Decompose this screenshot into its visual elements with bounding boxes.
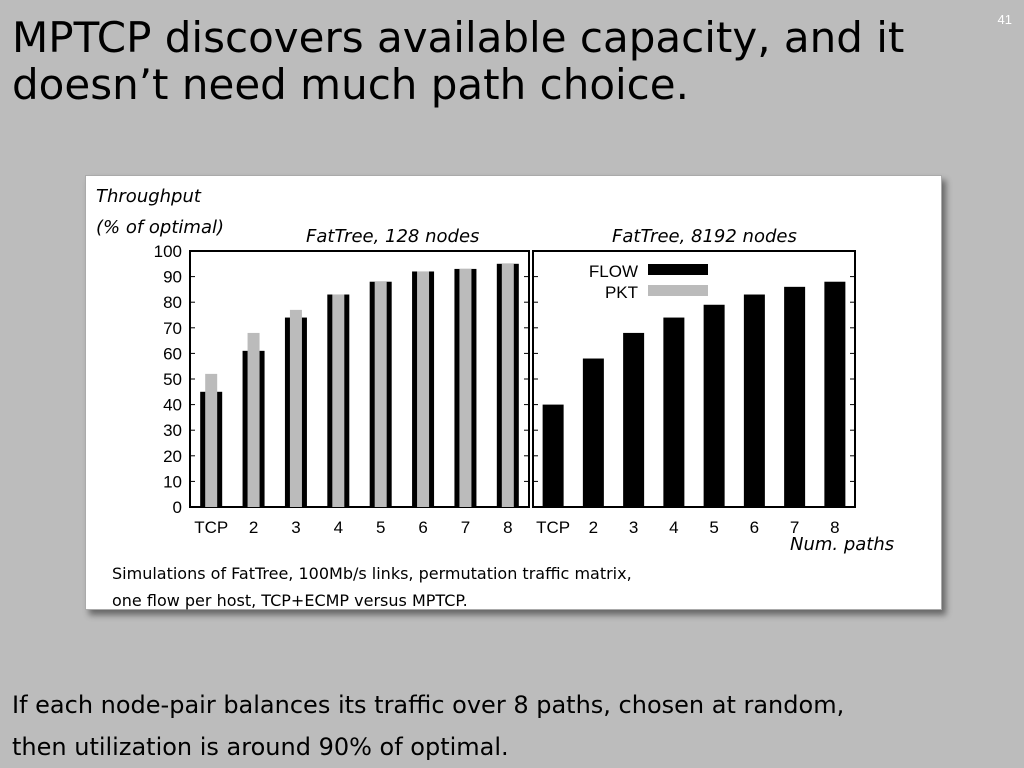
slide-number: 41 (997, 12, 1012, 27)
x-tick-label-1-4: 5 (709, 518, 718, 537)
y-tick-label-90: 90 (163, 268, 182, 287)
bar-flow-right-5 (743, 294, 765, 507)
y-tick-label-10: 10 (163, 472, 182, 491)
footer-line-2: then utilization is around 90% of optima… (12, 733, 509, 761)
y-tick-label-40: 40 (163, 396, 182, 415)
x-tick-label-1-6: 7 (790, 518, 799, 537)
y-tick-label-80: 80 (163, 293, 182, 312)
chart-title-right: FatTree, 8192 nodes (612, 226, 797, 247)
y-axis-label-line2: (% of optimal) (96, 217, 224, 238)
y-tick-label-70: 70 (163, 319, 182, 338)
x-tick-label-1-0: TCP (536, 518, 570, 537)
y-tick-label-50: 50 (163, 370, 182, 389)
x-tick-label-1-2: 3 (629, 518, 638, 537)
bar-pkt-left-7 (501, 263, 514, 507)
x-tick-label-1-7: 8 (830, 518, 839, 537)
x-axis-label: Num. paths (790, 534, 894, 555)
y-tick-label-60: 60 (163, 344, 182, 363)
y-axis-label-line1: Throughput (96, 186, 202, 207)
bar-pkt-left-5 (417, 271, 430, 507)
slide-title: MPTCP discovers available capacity, and … (12, 13, 905, 109)
caption-line-1: Simulations of FatTree, 100Mb/s links, p… (112, 564, 632, 583)
chart-title-left: FatTree, 128 nodes (306, 226, 479, 247)
bar-pkt-left-1 (247, 332, 260, 507)
legend-swatch-flow (648, 264, 708, 275)
chart-figure: Throughput (% of optimal) FatTree, 128 n… (85, 175, 942, 610)
x-tick-label-0-6: 7 (461, 518, 470, 537)
x-tick-label-0-5: 6 (418, 518, 427, 537)
x-tick-label-0-4: 5 (376, 518, 385, 537)
bar-flow-right-7 (824, 281, 846, 507)
y-tick-label-30: 30 (163, 421, 182, 440)
y-tick-label-20: 20 (163, 447, 182, 466)
footer-line-1: If each node-pair balances its traffic o… (12, 691, 845, 719)
bar-flow-right-0 (542, 404, 564, 507)
y-tick-label-100: 100 (154, 242, 182, 261)
bar-pkt-left-3 (332, 294, 345, 507)
bar-pkt-left-4 (374, 281, 387, 507)
bar-flow-right-2 (623, 332, 645, 507)
x-tick-label-1-1: 2 (589, 518, 598, 537)
slide-footer: If each node-pair balances its traffic o… (12, 684, 1012, 768)
figure-caption: Simulations of FatTree, 100Mb/s links, p… (112, 560, 752, 614)
caption-line-2: one flow per host, TCP+ECMP versus MPTCP… (112, 591, 468, 610)
plot-left: 0 10 20 30 40 50 60 70 80 90 100 TCP 2 3 4 5 6 7 8 (154, 242, 530, 537)
chart-svg: Throughput (% of optimal) FatTree, 128 n… (96, 186, 894, 555)
plot-frame-0 (189, 250, 530, 508)
x-tick-label-1-5: 6 (750, 518, 759, 537)
bar-pkt-left-2 (289, 309, 302, 507)
x-tick-label-0-0: TCP (194, 518, 228, 537)
bar-pkt-left-6 (459, 268, 472, 507)
bar-flow-right-4 (703, 304, 725, 507)
bar-flow-right-6 (784, 286, 806, 507)
legend-label-flow: FLOW (589, 262, 638, 281)
legend-swatch-pkt (648, 285, 708, 296)
bar-pkt-left-0 (205, 373, 218, 507)
x-tick-label-1-3: 4 (669, 518, 678, 537)
x-tick-label-0-3: 4 (334, 518, 343, 537)
x-tick-label-0-2: 3 (291, 518, 300, 537)
x-tick-label-0-1: 2 (249, 518, 258, 537)
bar-flow-right-1 (582, 358, 604, 507)
legend-label-pkt: PKT (605, 283, 638, 302)
y-tick-label-0: 0 (173, 498, 182, 517)
plot-right: TCP 2 3 4 5 6 7 8 FLOW PKT (532, 250, 856, 537)
x-tick-label-0-7: 8 (503, 518, 512, 537)
bar-flow-right-3 (663, 317, 685, 507)
